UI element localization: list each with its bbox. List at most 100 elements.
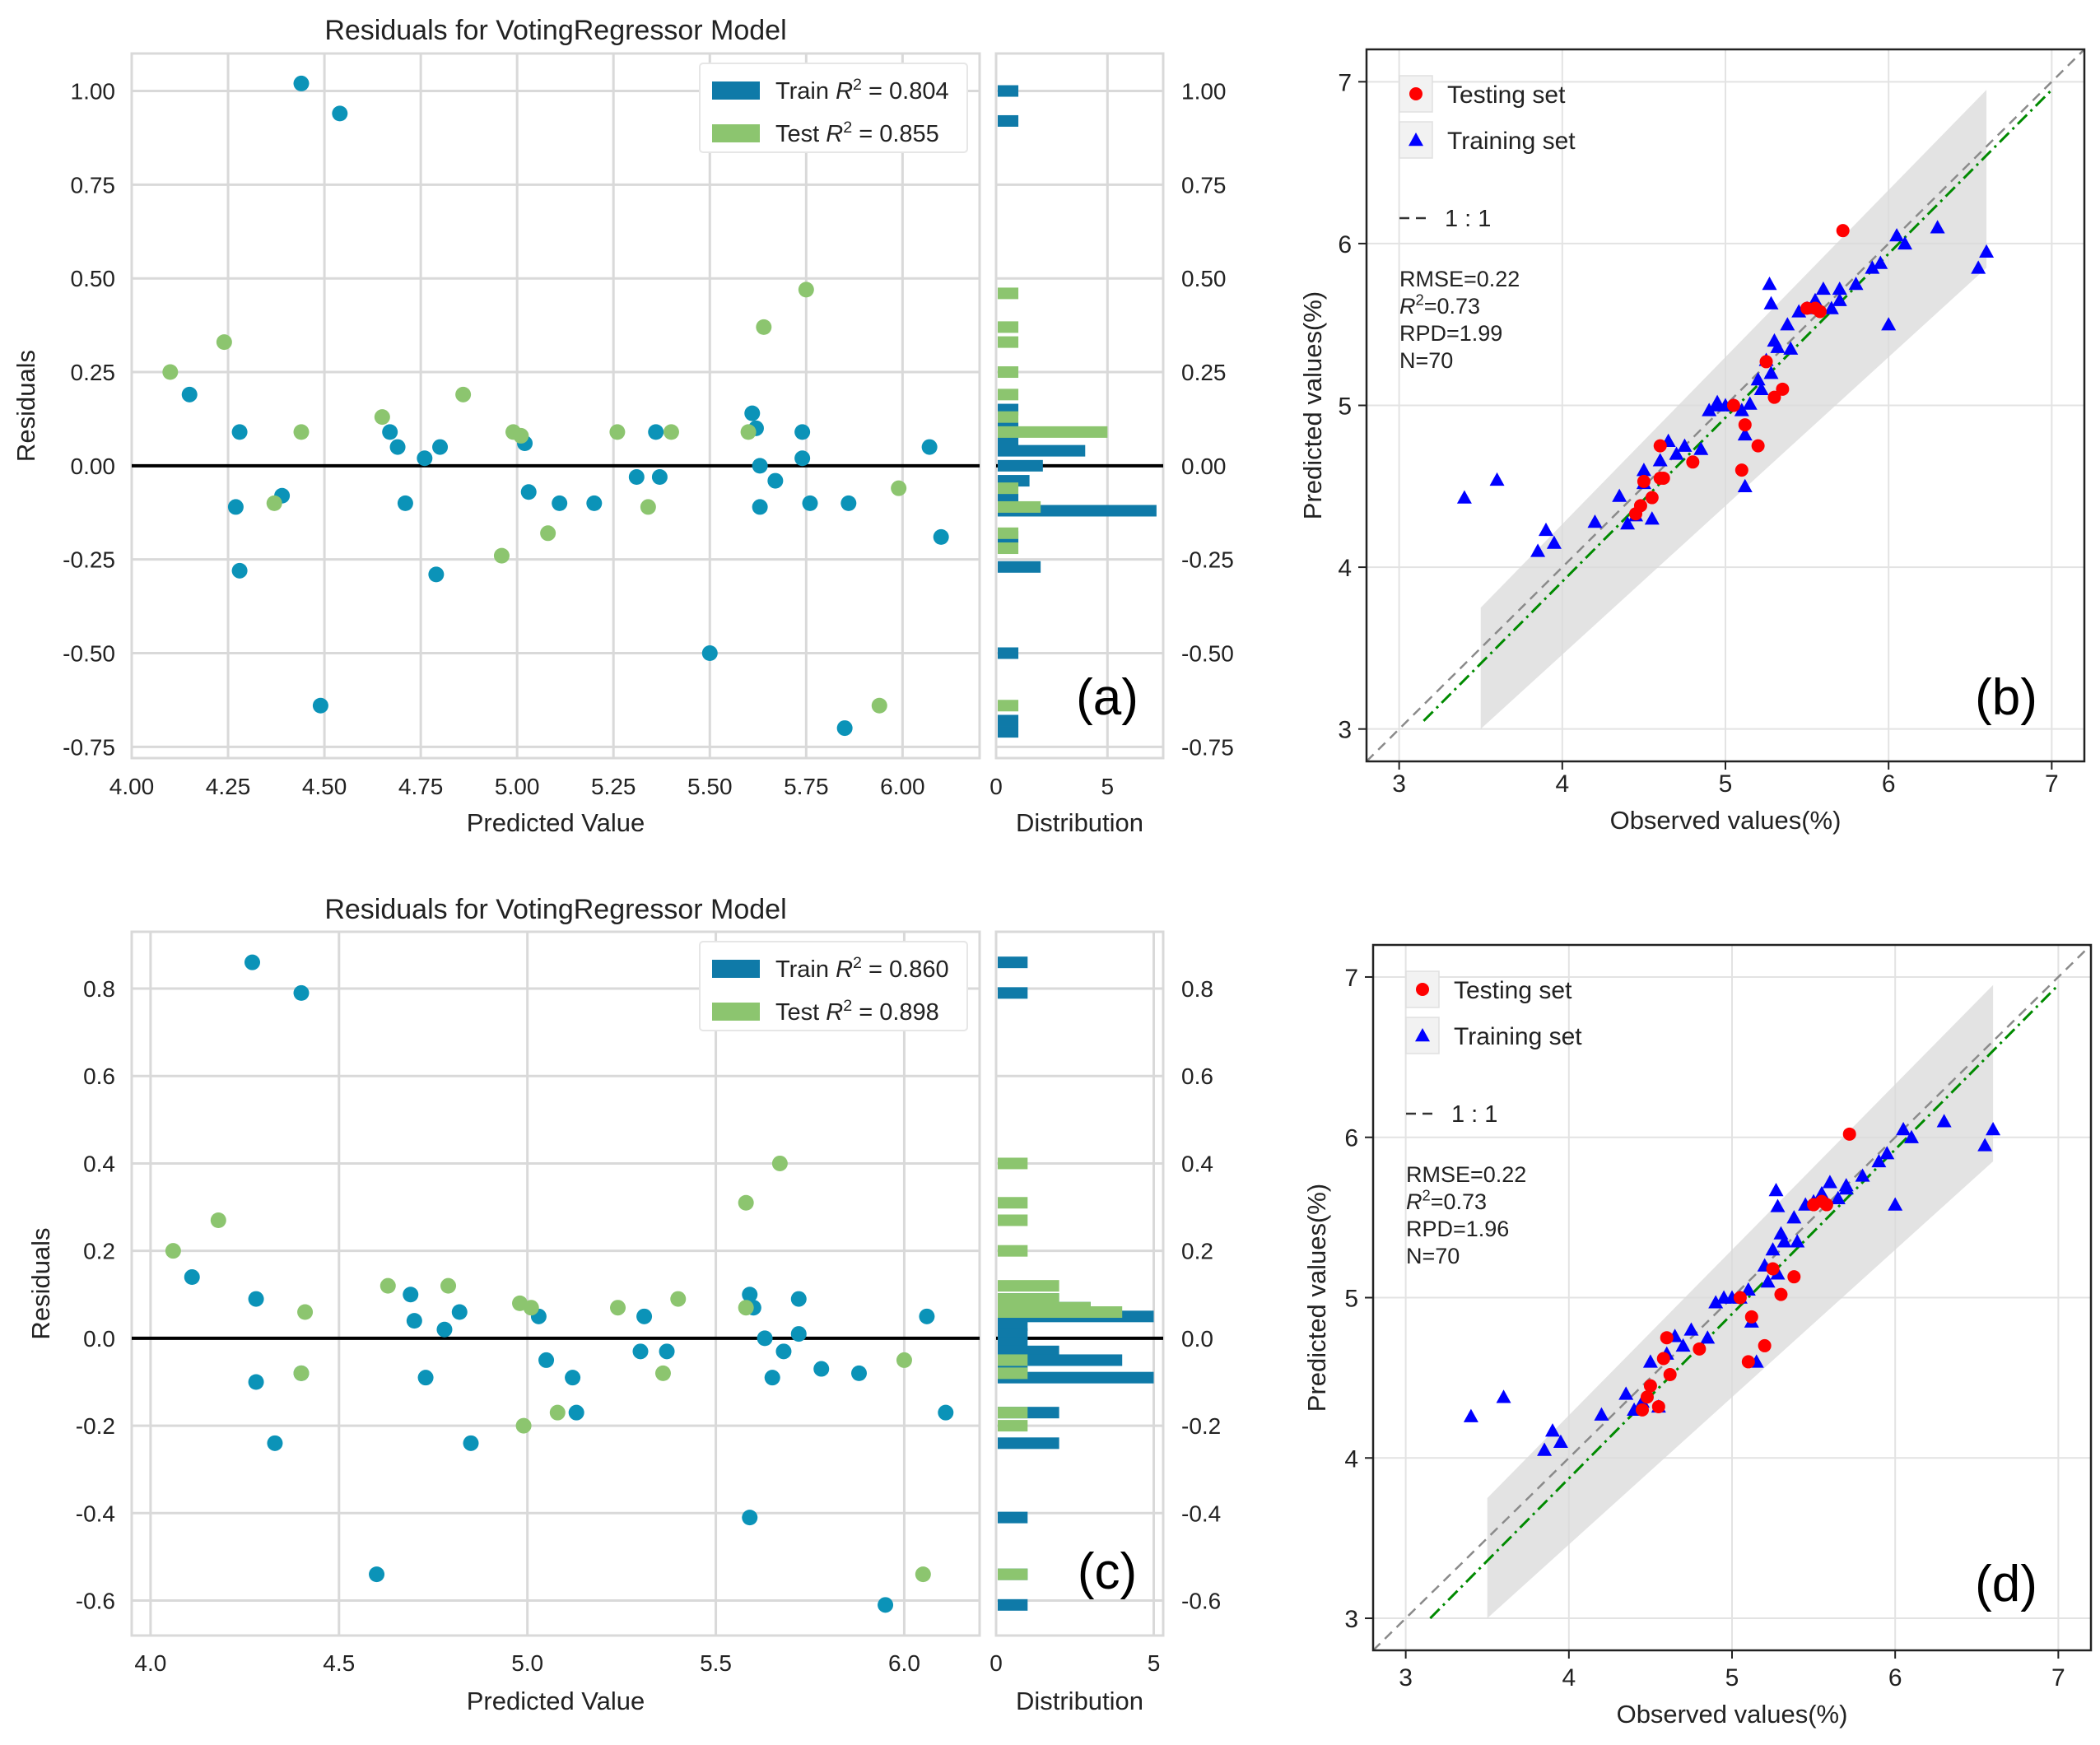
point-training — [1612, 488, 1627, 502]
point-testing — [1640, 1390, 1654, 1404]
point-train — [701, 645, 718, 662]
point-training — [1830, 1190, 1846, 1204]
point-train — [382, 424, 398, 440]
hist-bar-test — [998, 389, 1019, 401]
legend-box — [699, 63, 968, 153]
point-training — [1750, 372, 1766, 386]
point-train — [878, 1597, 894, 1613]
point-testing — [1776, 382, 1790, 396]
point-train — [369, 1566, 385, 1583]
hist-x-tick-label: 5 — [1148, 1650, 1161, 1676]
point-training — [1708, 1295, 1724, 1309]
point-training — [1776, 1234, 1792, 1248]
point-train — [632, 1343, 649, 1360]
y-tick-label: 0.00 — [71, 454, 116, 479]
point-testing — [1636, 1403, 1649, 1417]
point-train — [836, 720, 853, 737]
hist-x-axis-label: Distribution — [1016, 808, 1143, 837]
hist-bar-train — [998, 444, 1086, 457]
y-tick-label: 0.75 — [71, 172, 116, 198]
y-tick-label: 5 — [1344, 1286, 1358, 1313]
y-tick-label: 5 — [1338, 393, 1352, 421]
point-train — [389, 439, 406, 455]
point-testing — [1663, 1367, 1677, 1381]
point-train — [840, 495, 857, 511]
point-training — [1986, 1121, 2001, 1136]
point-testing — [1733, 1291, 1747, 1305]
x-axis-label: Predicted Value — [467, 1687, 645, 1715]
point-train — [919, 1308, 935, 1324]
point-training — [1873, 255, 1888, 269]
point-train — [813, 1361, 830, 1377]
point-training — [1879, 1146, 1895, 1160]
x-tick-label: 4.50 — [302, 774, 347, 799]
hist-bar-test — [998, 1280, 1059, 1292]
point-train — [794, 450, 811, 467]
point-test — [216, 334, 232, 351]
hist-x-axis-label: Distribution — [1016, 1687, 1143, 1715]
hist-y-tick-label: 0.0 — [1181, 1326, 1213, 1352]
plot-frame — [130, 52, 981, 760]
hist-bar-train — [998, 1511, 1028, 1524]
point-testing — [1645, 491, 1659, 505]
hist-bar-train — [998, 647, 1019, 659]
point-training — [1594, 1407, 1609, 1421]
x-tick-label: 5 — [1719, 770, 1733, 798]
point-training — [1587, 514, 1603, 528]
legend-swatch-bg — [1399, 121, 1433, 159]
point-train — [659, 1343, 675, 1360]
hist-y-tick-label: -0.4 — [1181, 1501, 1221, 1526]
point-train — [552, 495, 568, 511]
point-train — [520, 484, 537, 500]
x-tick-label: 4.5 — [323, 1650, 355, 1676]
point-training — [1783, 341, 1799, 355]
point-test — [798, 282, 814, 298]
point-train — [181, 386, 198, 403]
x-tick-label: 7 — [2051, 1664, 2065, 1691]
point-training — [1763, 295, 1779, 309]
point-test — [493, 547, 510, 564]
point-training — [1456, 490, 1472, 504]
hist-y-tick-label: -0.50 — [1181, 641, 1234, 667]
point-train — [428, 566, 445, 583]
point-training — [1683, 1322, 1699, 1336]
point-testing — [1637, 474, 1651, 488]
y-tick-label: 0.6 — [83, 1063, 115, 1089]
hist-bar-test — [998, 287, 1019, 300]
point-training — [1815, 281, 1831, 295]
panel-b: 3 4 5 6 7 3 4 5 6 7 Observed values(%) Predicted va… — [1298, 48, 2086, 835]
point-testing — [1787, 1270, 1801, 1284]
point-test — [297, 1304, 314, 1320]
hist-x-tick-label: 5 — [1101, 774, 1115, 799]
point-train — [921, 439, 938, 455]
hist-bar-test — [998, 366, 1019, 379]
hist-bar-test — [998, 1407, 1028, 1419]
one-to-one-label: 1 : 1 — [1451, 1101, 1497, 1128]
x-tick-label: 4.0 — [134, 1650, 166, 1676]
x-tick-label: 5.25 — [591, 774, 636, 799]
point-training — [1897, 235, 1912, 250]
stat-line: RMSE=0.22 — [1399, 267, 1520, 291]
point-training — [1530, 543, 1546, 557]
stat-line: N=70 — [1406, 1244, 1460, 1268]
hist-y-tick-label: 0.00 — [1181, 454, 1227, 479]
point-testing — [1734, 463, 1748, 477]
legend-swatch-train — [712, 81, 760, 100]
point-train — [757, 1330, 773, 1347]
panel-tag-d: (d) — [1975, 1556, 2037, 1612]
x-tick-label: 5.75 — [784, 774, 829, 799]
stat-line: RPD=1.96 — [1406, 1217, 1509, 1241]
point-training — [1832, 292, 1847, 306]
stat-line: RMSE=0.22 — [1406, 1162, 1526, 1187]
point-train — [794, 424, 811, 440]
hist-bar-train — [998, 1319, 1028, 1331]
hist-bar-test — [998, 700, 1019, 712]
y-tick-label: -0.50 — [63, 641, 115, 667]
point-training — [1642, 1354, 1658, 1368]
point-train — [636, 1308, 653, 1324]
point-training — [1881, 317, 1897, 331]
point-test — [293, 1365, 310, 1381]
point-training — [1765, 1242, 1781, 1256]
legend-label-testing: Testing set — [1447, 81, 1566, 109]
point-training — [1896, 1121, 1911, 1136]
